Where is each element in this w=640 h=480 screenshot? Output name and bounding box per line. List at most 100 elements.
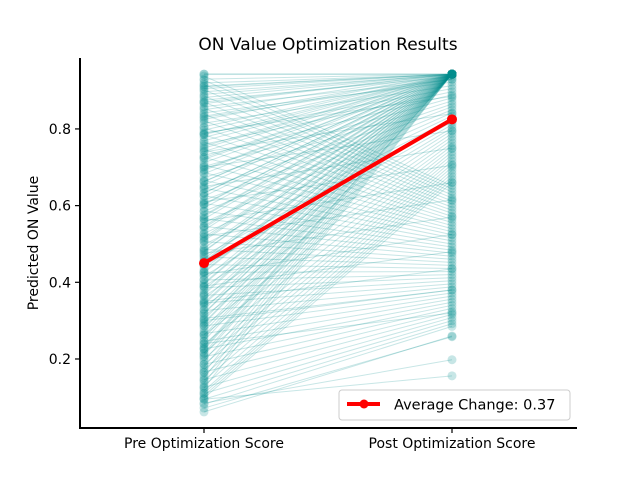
post-score-point: [447, 150, 457, 160]
post-score-point: [447, 69, 457, 79]
post-score-point: [447, 69, 457, 79]
post-score-point: [447, 297, 457, 307]
post-score-point: [447, 195, 457, 205]
pair-line: [203, 73, 453, 205]
pre-score-point: [199, 118, 209, 128]
post-score-point: [447, 214, 457, 224]
pair-line: [203, 73, 453, 147]
pair-line: [203, 73, 453, 379]
pair-line: [203, 73, 453, 238]
post-score-point: [447, 236, 457, 246]
pre-score-point: [199, 168, 209, 178]
post-score-point: [447, 69, 457, 79]
post-score-point: [447, 69, 457, 79]
pair-line: [203, 103, 453, 190]
post-score-point: [447, 102, 457, 112]
post-score-point: [447, 69, 457, 79]
pair-line: [203, 73, 453, 342]
post-score-point: [447, 144, 457, 154]
post-score-point: [447, 69, 457, 79]
pre-score-point: [199, 394, 209, 404]
pair-line: [203, 73, 453, 301]
average-pre-point: [199, 258, 209, 269]
pre-score-point: [199, 345, 209, 355]
pre-score-point: [199, 139, 209, 149]
pre-score-point: [199, 268, 209, 278]
pair-line: [203, 78, 453, 118]
post-score-point: [447, 69, 457, 79]
post-score-point: [447, 184, 457, 194]
post-score-point: [447, 178, 457, 188]
post-score-point: [447, 84, 457, 94]
pre-score-point: [199, 69, 209, 79]
pair-line: [203, 148, 453, 345]
post-score-point: [447, 69, 457, 79]
y-ticks: 0.2 0.4 0.6 0.8: [49, 122, 80, 368]
post-score-point: [447, 69, 457, 79]
post-score-point: [447, 69, 457, 79]
pre-score-point: [199, 336, 209, 346]
post-score-point: [447, 332, 457, 342]
pair-line: [203, 248, 453, 263]
post-score-point: [447, 72, 457, 82]
pair-line: [203, 73, 453, 80]
post-score-point: [447, 279, 457, 289]
pre-score-point: [199, 394, 209, 404]
pre-score-point: [199, 169, 209, 179]
post-score-point: [447, 69, 457, 79]
post-score-point: [447, 69, 457, 79]
pair-line: [203, 314, 453, 381]
post-score-point: [447, 270, 457, 280]
pair-line: [203, 73, 453, 285]
pre-score-point: [199, 359, 209, 369]
pair-line: [203, 73, 453, 170]
x-tick-label: Post Optimization Score: [369, 436, 536, 452]
pre-score-point: [199, 309, 209, 319]
pre-score-point: [199, 381, 209, 391]
pre-score-point: [199, 214, 209, 224]
post-score-point: [447, 69, 457, 79]
post-score-point: [447, 74, 457, 84]
pre-score-point: [199, 288, 209, 298]
pre-score-point: [199, 173, 209, 183]
pair-line: [203, 320, 453, 394]
pair-line: [203, 73, 453, 87]
pre-score-point: [199, 137, 209, 147]
pair-line: [203, 115, 453, 235]
pair-line: [203, 73, 453, 95]
pre-score-point: [199, 279, 209, 289]
pre-score-point: [199, 271, 209, 281]
post-score-point: [447, 371, 457, 381]
post-score-point: [447, 160, 457, 170]
post-score-point: [447, 69, 457, 79]
pre-score-point: [199, 236, 209, 246]
pair-line: [203, 76, 453, 101]
pre-score-point: [199, 229, 209, 239]
post-score-point: [447, 69, 457, 79]
post-score-point: [447, 69, 457, 79]
pair-line: [203, 73, 453, 117]
pre-score-point: [199, 82, 209, 92]
post-score-point: [447, 291, 457, 301]
pre-score-point: [199, 114, 209, 124]
pre-score-point: [199, 188, 209, 198]
post-score-point: [447, 69, 457, 79]
pre-score-point: [199, 388, 209, 398]
pre-score-point: [199, 348, 209, 358]
pre-score-point: [199, 125, 209, 135]
legend-average-marker: [359, 399, 369, 409]
pre-score-point: [199, 282, 209, 292]
pair-line: [203, 160, 453, 371]
post-score-point: [447, 93, 457, 103]
pair-line: [203, 75, 453, 187]
post-score-point: [447, 69, 457, 79]
pair-line: [203, 295, 453, 335]
pair-line: [203, 359, 453, 404]
pair-line: [203, 73, 453, 325]
post-score-point: [447, 162, 457, 172]
legend-box: [338, 389, 571, 421]
post-score-point: [447, 96, 457, 106]
pre-score-point: [199, 89, 209, 99]
pair-line: [203, 298, 453, 342]
post-score-point: [447, 310, 457, 320]
